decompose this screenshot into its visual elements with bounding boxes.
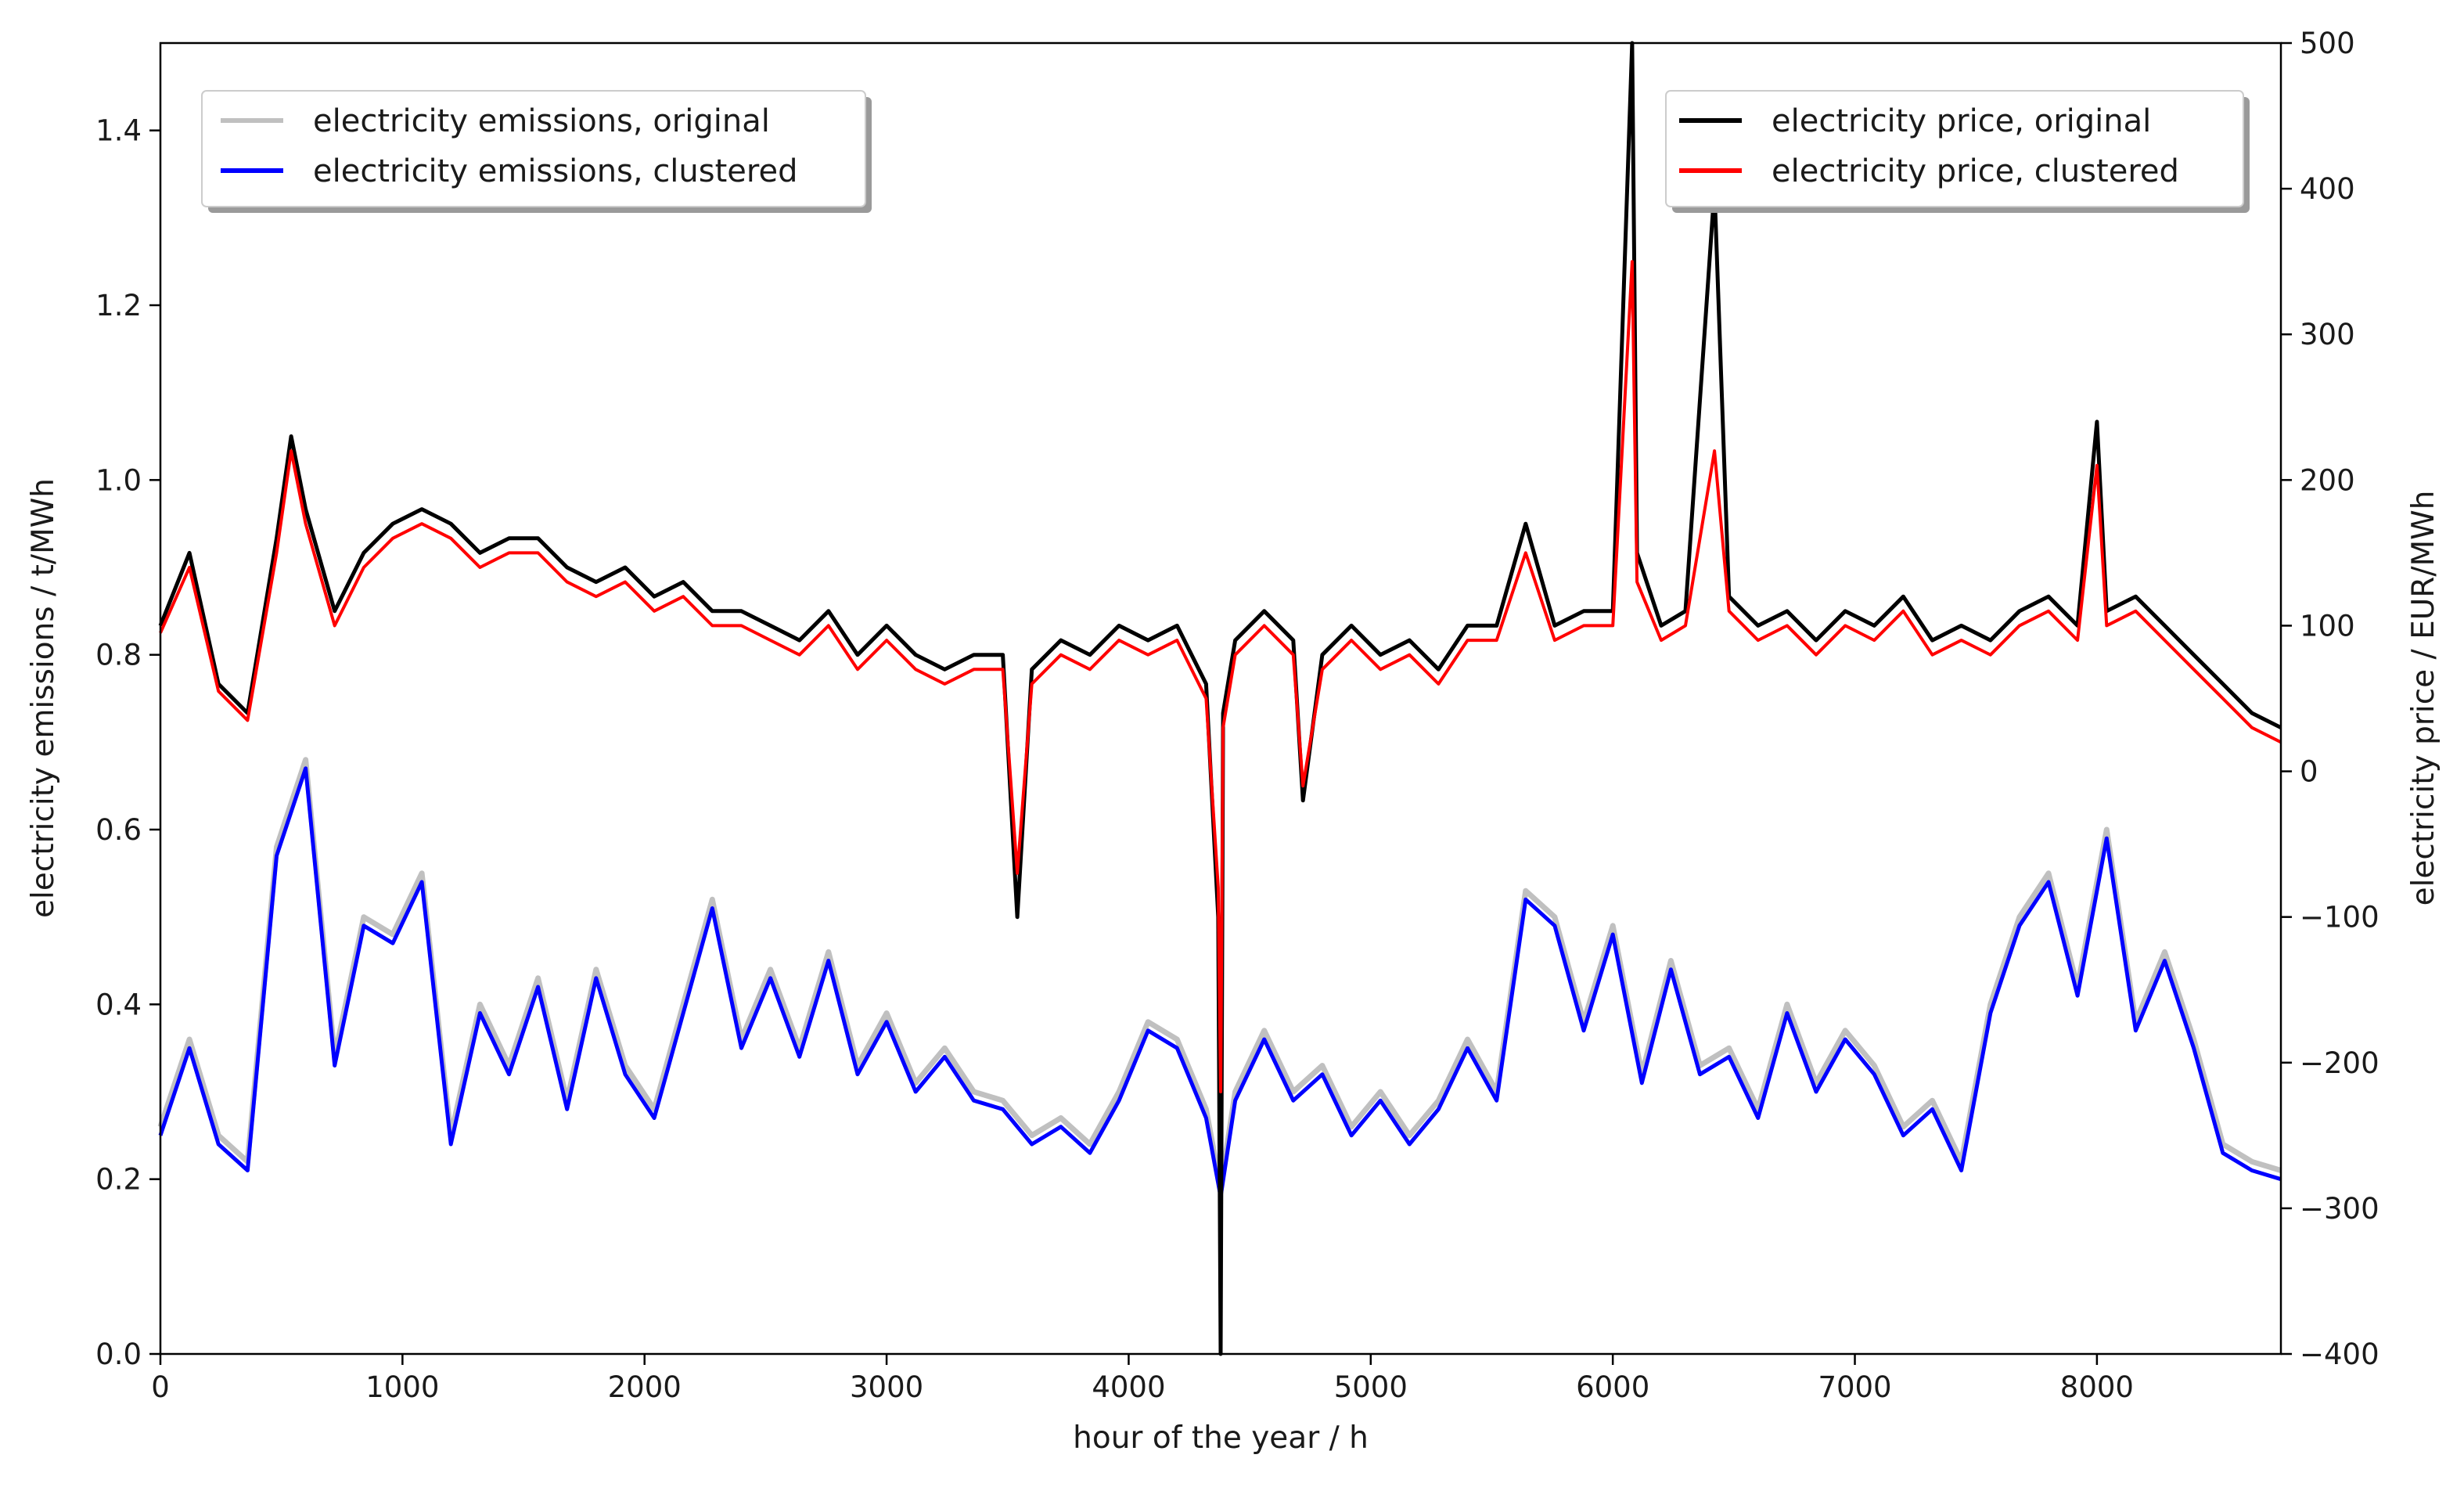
y-tick-label: 0.8 (95, 639, 142, 672)
y-tick-label: 0.4 (95, 988, 142, 1021)
y-axis-label-left: electricity emissions / t/MWh (26, 478, 61, 918)
legend-label-emissions-original: electricity emissions, original (313, 103, 770, 139)
series-layer (157, 41, 2282, 1356)
x-tick-label: 3000 (850, 1370, 923, 1404)
legend-label-emissions-clustered: electricity emissions, clustered (313, 153, 797, 189)
y-tick-label: 1.2 (95, 289, 142, 322)
series-line-electricity-price-clustered (159, 260, 2282, 1093)
x-tick-label: 4000 (1092, 1370, 1165, 1404)
x-tick-label: 0 (151, 1370, 170, 1404)
y-axis-label-right: electricity price / EUR/MWh (2406, 491, 2441, 906)
y-tick-label: 0.6 (95, 813, 142, 847)
y-axis-left: 0.0 0.2 0.4 0.6 0.8 1.0 1.2 1.4 (95, 114, 160, 1371)
x-tick-label: 5000 (1334, 1370, 1408, 1404)
legend-label-price-original: electricity price, original (1772, 103, 2151, 139)
y2-tick-label: −400 (2300, 1338, 2379, 1371)
x-axis-label: hour of the year / h (1073, 1420, 1369, 1456)
y-tick-label: 0.0 (95, 1338, 142, 1371)
y-tick-label: 1.4 (95, 114, 142, 148)
y2-tick-label: −300 (2300, 1192, 2379, 1226)
legend-emissions: electricity emissions, original electric… (201, 90, 872, 213)
y2-tick-label: 100 (2300, 609, 2355, 643)
y2-tick-label: 500 (2300, 27, 2355, 60)
x-tick-label: 6000 (1576, 1370, 1649, 1404)
y2-tick-label: −200 (2300, 1046, 2379, 1080)
y2-tick-label: 200 (2300, 463, 2355, 497)
x-tick-label: 1000 (365, 1370, 439, 1404)
x-tick-label: 2000 (608, 1370, 682, 1404)
x-axis: 0 1000 2000 3000 4000 5000 6000 7000 8000 (151, 1354, 2134, 1404)
plot-area (157, 41, 2282, 1356)
legend-box (201, 90, 866, 207)
legend-box (1665, 90, 2244, 207)
y2-tick-label: 300 (2300, 318, 2355, 351)
series-line-electricity-price-original (158, 41, 2282, 1356)
x-tick-label: 7000 (1818, 1370, 1891, 1404)
y-axis-right: −400 −300 −200 −100 0 100 200 300 400 500 (2281, 27, 2379, 1371)
y-tick-label: 1.0 (95, 463, 142, 497)
axes-frame (159, 41, 2282, 1356)
y-tick-label: 0.2 (95, 1163, 142, 1197)
y2-tick-label: 0 (2300, 755, 2318, 789)
legend-price: electricity price, original electricity … (1665, 90, 2250, 213)
y2-tick-label: 400 (2300, 172, 2355, 206)
x-tick-label: 8000 (2060, 1370, 2134, 1404)
y2-tick-label: −100 (2300, 901, 2379, 934)
legend-label-price-clustered: electricity price, clustered (1772, 153, 2179, 189)
